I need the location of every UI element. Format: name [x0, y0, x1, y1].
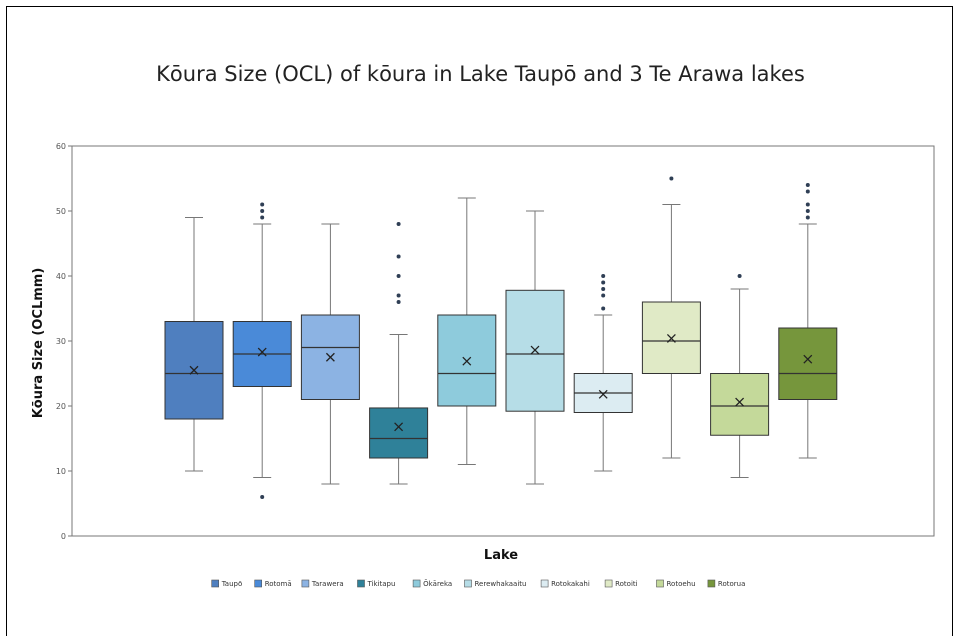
chart-title: Kōura Size (OCL) of kōura in Lake Taupō … [156, 62, 805, 86]
legend-label: Rotorua [718, 580, 745, 588]
legend-item-9: Rotorua [707, 579, 745, 588]
box-9 [778, 183, 838, 459]
legend-item-0: Taupō [211, 579, 243, 588]
box-0 [164, 217, 224, 472]
box-5 [505, 210, 565, 485]
outlier-point [669, 176, 674, 181]
outlier-point [805, 209, 810, 213]
legend-swatch [464, 579, 472, 588]
legend-item-4: Ōkāreka [412, 579, 452, 588]
box-4 [437, 197, 497, 465]
legend-item-3: Tikitapu [357, 579, 396, 588]
outlier-point [805, 189, 810, 194]
outlier-point [601, 293, 606, 298]
legend-swatch [604, 579, 613, 588]
box-8 [710, 274, 770, 478]
y-tick-label: 50 [56, 207, 66, 216]
legend-swatch [707, 579, 716, 588]
x-axis-title: Lake [484, 548, 518, 563]
box-iqr [710, 373, 770, 436]
box-2 [300, 223, 360, 485]
legend-label: Tikitapu [367, 580, 396, 588]
legend-item-5: Rerewhakaaitu [464, 579, 527, 588]
legend-swatch [211, 579, 219, 588]
outlier-point [601, 287, 606, 291]
legend-swatch [301, 579, 310, 588]
outlier-point [396, 300, 401, 304]
mean-marker [462, 356, 472, 366]
box-6 [573, 274, 633, 472]
legend-item-6: Rotokakahi [540, 579, 590, 588]
legend-label: Taupō [221, 580, 243, 588]
box-iqr [778, 327, 838, 400]
outlier-point [260, 209, 265, 213]
y-tick-label: 0 [61, 532, 66, 541]
outlier-point [601, 306, 606, 311]
mean-marker [666, 333, 676, 343]
legend-label: Rotomā [265, 580, 292, 588]
y-tick-label: 10 [56, 467, 66, 476]
outlier-point [260, 495, 265, 499]
box-3 [369, 222, 429, 485]
legend-swatch [540, 579, 549, 588]
mean-marker [735, 397, 745, 407]
outlier-point [396, 254, 401, 259]
outlier-point [260, 202, 265, 207]
y-tick-label: 30 [56, 337, 66, 346]
outlier-point [396, 293, 401, 298]
outlier-point [396, 222, 401, 226]
y-axis-title: Kōura Size (OCLmm) [31, 268, 46, 419]
outlier-point [737, 274, 742, 278]
legend-label: Tarawera [311, 580, 344, 588]
mean-marker [325, 352, 335, 362]
y-tick-label: 60 [56, 142, 66, 151]
legend-label: Rotoiti [615, 580, 638, 588]
legend-item-1: Rotomā [254, 579, 292, 588]
outlier-point [396, 274, 401, 278]
legend-swatch [254, 579, 262, 588]
box-1 [232, 202, 292, 499]
y-tick-label: 20 [56, 402, 66, 411]
mean-marker [189, 365, 199, 375]
outlier-point [805, 202, 810, 207]
outlier-point [805, 215, 810, 220]
outlier-point [260, 215, 265, 220]
outlier-point [601, 274, 606, 278]
legend-swatch [357, 579, 365, 588]
box-iqr [369, 407, 429, 459]
legend-item-2: Tarawera [301, 579, 344, 588]
legend-swatch [412, 579, 421, 588]
mean-marker [598, 389, 608, 399]
legend-label: Rotoehu [667, 580, 696, 588]
outlier-point [805, 183, 810, 187]
legend-item-8: Rotoehu [656, 579, 696, 588]
y-tick-label: 40 [56, 272, 66, 281]
legend-label: Ōkāreka [423, 579, 452, 588]
legend-swatch [656, 579, 664, 588]
legend-label: Rotokakahi [551, 580, 590, 588]
mean-marker [394, 422, 404, 432]
box-7 [641, 176, 701, 459]
mean-marker [257, 347, 267, 357]
mean-marker [530, 345, 540, 355]
mean-marker [803, 354, 813, 364]
legend-item-7: Rotoiti [604, 579, 638, 588]
legend-label: Rerewhakaaitu [475, 580, 527, 588]
outlier-point [601, 280, 606, 285]
